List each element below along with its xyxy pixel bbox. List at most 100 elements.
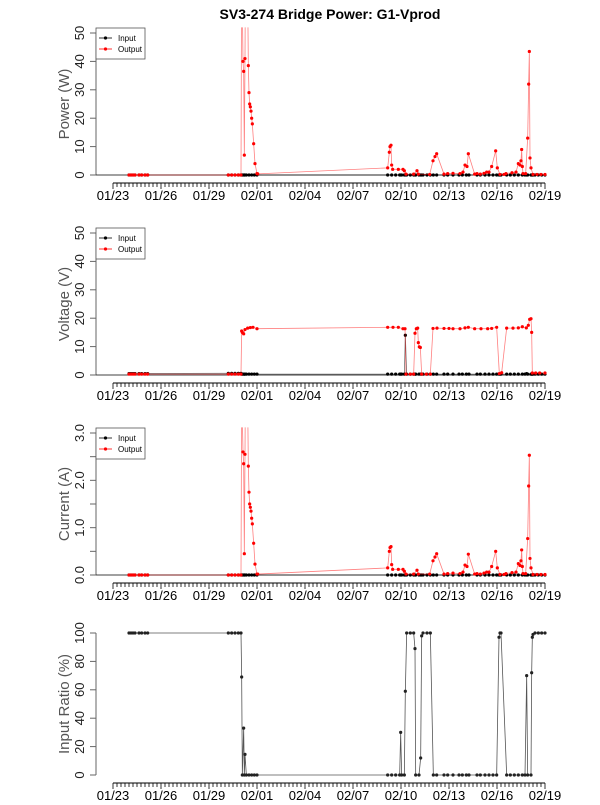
input-ratio-point	[386, 773, 390, 777]
input-ratio-point	[244, 773, 248, 777]
output-point	[504, 171, 508, 176]
input-point	[247, 573, 251, 577]
x-tick-label: 02/07	[337, 588, 370, 603]
output-point	[495, 566, 499, 570]
output-point	[435, 152, 439, 156]
input-ratio-point	[536, 631, 540, 635]
x-tick-label: 02/16	[481, 588, 514, 603]
x-tick-label: 01/29	[193, 588, 226, 603]
legend-input-marker	[103, 236, 108, 240]
input-ratio-point	[240, 675, 244, 679]
output-point	[519, 559, 523, 563]
input-ratio-point	[414, 773, 418, 777]
input-point	[516, 573, 520, 577]
input-ratio-point	[442, 773, 446, 777]
output-line	[129, 27, 545, 176]
output-point	[451, 327, 455, 331]
output-point	[415, 568, 419, 572]
output-point	[428, 172, 432, 177]
input-point	[435, 573, 439, 577]
input-point	[508, 173, 512, 177]
input-point	[400, 372, 404, 376]
output-point	[527, 82, 531, 86]
output-point	[389, 143, 393, 147]
x-tick-label: 02/01	[241, 388, 274, 403]
x-tick-label: 02/13	[433, 388, 466, 403]
output-point	[247, 91, 251, 95]
output-point	[505, 326, 509, 330]
x-tick-label: 02/01	[241, 588, 274, 603]
output-point	[485, 170, 489, 174]
output-point	[416, 326, 420, 330]
output-point	[475, 571, 479, 576]
y-tick-label: 1.0	[72, 519, 87, 537]
output-point	[391, 567, 395, 571]
output-point	[248, 325, 252, 330]
input-ratio-point	[526, 773, 530, 777]
x-tick-label: 02/13	[433, 188, 466, 203]
output-point	[494, 549, 498, 553]
y-tick-label: 40	[72, 711, 87, 725]
plot-area	[96, 27, 547, 177]
output-point	[495, 325, 499, 329]
input-point	[495, 173, 499, 177]
input-point	[244, 372, 248, 376]
output-point	[490, 326, 494, 331]
output-point	[230, 372, 234, 376]
output-point	[529, 566, 533, 570]
output-point	[404, 172, 408, 176]
output-line	[129, 318, 545, 375]
input-ratio-point	[529, 773, 533, 777]
output-point	[390, 562, 394, 567]
output-point	[478, 172, 482, 176]
output-point	[524, 171, 528, 176]
legend-output-marker	[103, 447, 108, 451]
plot-area	[96, 427, 547, 577]
output-point	[404, 572, 408, 576]
y-tick-label: 10	[72, 339, 87, 353]
output-point	[466, 152, 470, 156]
output-point	[256, 172, 260, 176]
input-point	[400, 173, 404, 177]
output-point	[458, 327, 462, 331]
y-tick-label: 20	[72, 111, 87, 125]
output-point	[528, 156, 532, 160]
output-point	[520, 548, 524, 552]
input-ratio-point	[408, 631, 412, 635]
output-point	[140, 372, 144, 376]
output-point	[226, 173, 230, 177]
output-point	[253, 562, 257, 566]
output-point	[402, 169, 406, 173]
output-point	[465, 564, 469, 569]
x-tick-label: 01/23	[97, 788, 130, 800]
output-point	[412, 372, 416, 376]
output-point	[490, 164, 494, 169]
input-point	[250, 173, 254, 177]
output-point	[253, 162, 257, 166]
output-point	[518, 163, 522, 167]
input-point	[487, 372, 491, 376]
x-tick-label: 02/01	[241, 788, 274, 800]
input-point	[512, 372, 516, 376]
output-point	[386, 166, 390, 170]
input-point	[247, 372, 251, 376]
input-ratio-point	[446, 773, 450, 777]
output-point	[248, 505, 252, 509]
input-ratio-point	[420, 634, 424, 638]
x-tick-label: 02/01	[241, 188, 274, 203]
input-ratio-point	[250, 773, 254, 777]
input-ratio-point	[491, 773, 495, 777]
input-point	[512, 573, 516, 577]
output-point	[242, 552, 246, 556]
y-tick-label: 50	[72, 26, 87, 40]
input-ratio-point	[451, 773, 455, 777]
output-point	[418, 345, 422, 350]
output-point	[498, 572, 502, 577]
input-point	[425, 173, 429, 177]
input-point	[475, 372, 479, 376]
input-point	[244, 173, 248, 177]
output-point	[239, 573, 243, 577]
output-point	[143, 372, 147, 376]
y-tick-label: 60	[72, 683, 87, 697]
input-point	[491, 372, 495, 376]
